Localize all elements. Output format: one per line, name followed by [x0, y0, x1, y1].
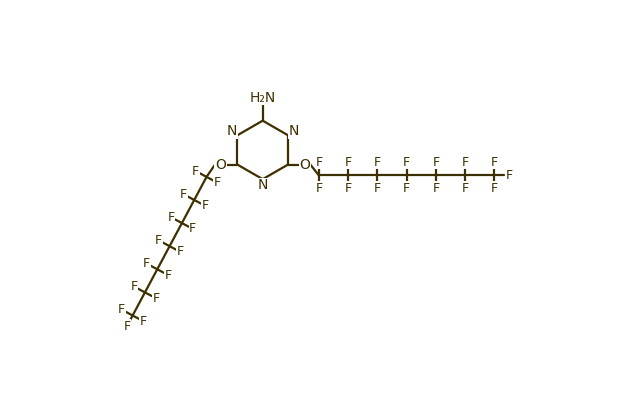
Text: F: F — [345, 182, 351, 195]
Text: N: N — [288, 124, 298, 139]
Text: N: N — [257, 178, 268, 192]
Text: F: F — [491, 156, 498, 169]
Text: F: F — [131, 280, 138, 293]
Text: F: F — [118, 303, 125, 316]
Text: F: F — [432, 156, 439, 169]
Text: F: F — [177, 246, 184, 259]
Text: F: F — [403, 156, 410, 169]
Text: F: F — [143, 257, 150, 270]
Text: F: F — [168, 211, 174, 224]
Text: F: F — [374, 156, 381, 169]
Text: F: F — [374, 182, 381, 195]
Text: F: F — [315, 182, 322, 195]
Text: F: F — [462, 156, 468, 169]
Text: F: F — [491, 182, 498, 195]
Text: F: F — [164, 268, 172, 282]
Text: F: F — [345, 156, 351, 169]
Text: F: F — [506, 169, 513, 182]
Text: F: F — [202, 199, 209, 212]
Text: F: F — [123, 320, 130, 333]
Text: F: F — [192, 165, 199, 177]
Text: F: F — [462, 182, 468, 195]
Text: F: F — [189, 223, 196, 235]
Text: F: F — [140, 315, 147, 328]
Text: F: F — [180, 188, 187, 201]
Text: F: F — [315, 156, 322, 169]
Text: F: F — [152, 292, 159, 305]
Text: F: F — [403, 182, 410, 195]
Text: F: F — [155, 234, 162, 247]
Text: F: F — [214, 176, 221, 189]
Text: N: N — [227, 124, 237, 139]
Text: H₂N: H₂N — [250, 91, 276, 105]
Text: O: O — [300, 158, 310, 171]
Text: O: O — [215, 158, 226, 171]
Text: F: F — [432, 182, 439, 195]
